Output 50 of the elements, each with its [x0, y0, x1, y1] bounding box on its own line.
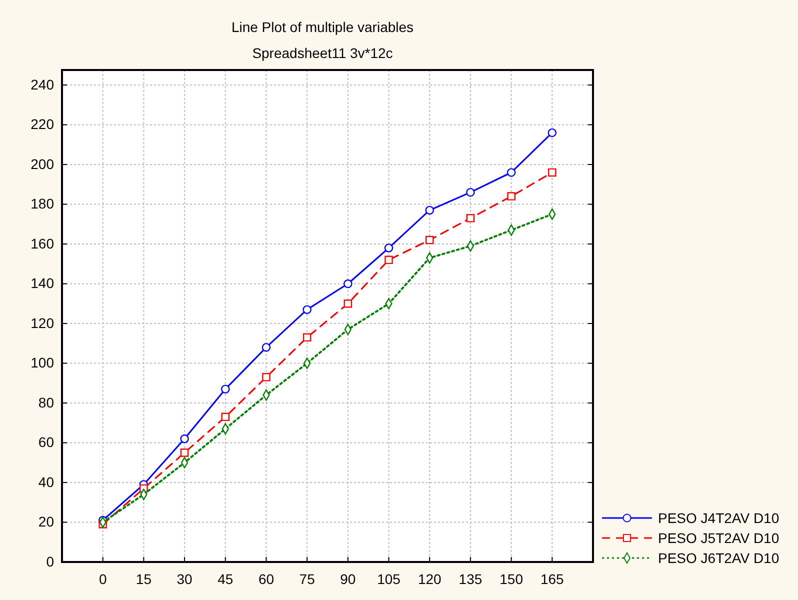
y-tick-label: 100 [30, 354, 54, 371]
point [507, 192, 516, 200]
y-tick-label: 60 [38, 434, 54, 450]
x-tick-label: 15 [136, 570, 152, 587]
point [344, 279, 352, 288]
point [302, 333, 312, 342]
point [262, 342, 271, 352]
point [548, 168, 556, 177]
point [425, 206, 434, 215]
chart-title: Line Plot of multiple variables [231, 19, 414, 35]
x-tick-label: 120 [418, 570, 442, 587]
y-tick-label: 240 [30, 76, 54, 92]
chart-subtitle: Spreadsheet11 3v*12c [252, 45, 393, 61]
x-tick-label: 135 [458, 570, 482, 587]
point [466, 188, 475, 197]
point [548, 128, 557, 138]
y-tick-label: 140 [30, 275, 54, 292]
point [506, 168, 516, 177]
legend-label: PESO J6T2AV D10 [658, 550, 780, 566]
x-tick-label: 60 [258, 570, 274, 587]
y-tick-label: 220 [30, 116, 54, 132]
point [384, 256, 393, 264]
x-tick-label: 150 [500, 570, 524, 587]
x-tick-label: 75 [299, 570, 316, 587]
y-tick-label: 160 [30, 235, 54, 252]
y-tick-label: 80 [38, 394, 54, 410]
point [384, 244, 394, 252]
y-tick-label: 40 [38, 474, 54, 490]
y-tick-label: 200 [30, 156, 54, 172]
point [221, 384, 230, 394]
legend-label: PESO J4T2AV D10 [658, 510, 780, 526]
point [344, 299, 352, 308]
point [302, 305, 312, 314]
point [425, 236, 434, 244]
legend-label: PESO J5T2AV D10 [658, 530, 780, 546]
x-tick-label: 105 [377, 570, 401, 587]
x-tick-label: 0 [98, 570, 107, 587]
point [180, 434, 189, 444]
point [262, 373, 270, 382]
y-tick-label: 180 [30, 196, 54, 212]
x-tick-label: 165 [540, 570, 564, 587]
x-tick-label: 90 [340, 570, 356, 587]
point [221, 412, 230, 422]
point [466, 214, 475, 222]
point [180, 448, 189, 457]
y-tick-label: 20 [38, 514, 54, 530]
y-tick-label: 0 [46, 553, 54, 570]
x-tick-label: 30 [176, 570, 193, 587]
x-tick-label: 45 [218, 570, 234, 587]
y-tick-label: 120 [30, 314, 54, 331]
